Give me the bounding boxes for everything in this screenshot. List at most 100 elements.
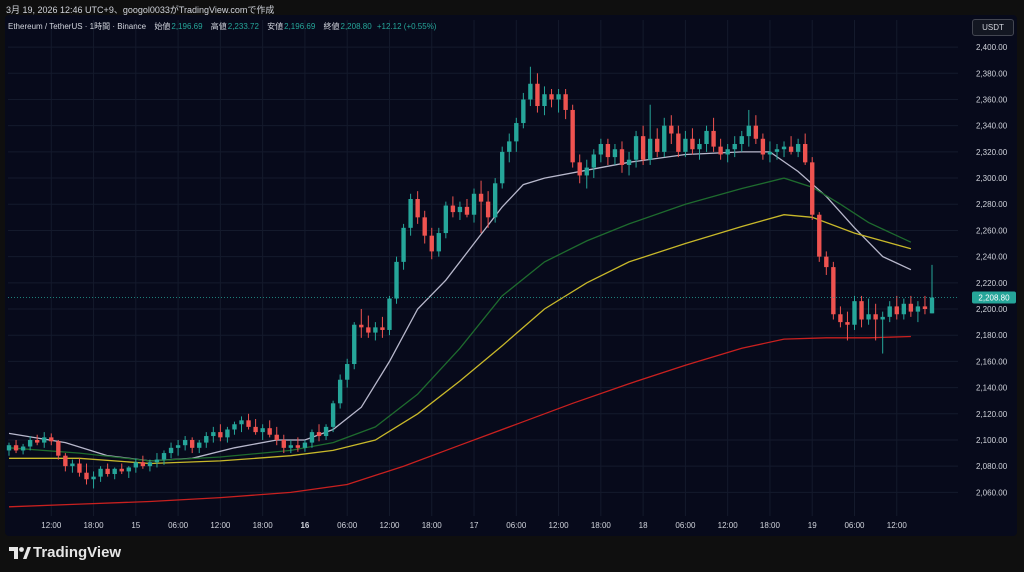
- candle: [352, 322, 356, 369]
- candle: [338, 374, 342, 408]
- candle: [578, 154, 582, 183]
- last-price-label: 2,208.80: [978, 293, 1010, 302]
- candle: [733, 136, 737, 157]
- candle-body: [91, 477, 95, 480]
- time-tick-label: 12:00: [718, 521, 739, 530]
- candle-body: [70, 464, 74, 467]
- candle-body: [28, 440, 32, 447]
- candle-body: [253, 427, 257, 432]
- candle: [796, 139, 800, 157]
- candle: [500, 147, 504, 189]
- candle: [838, 306, 842, 327]
- candle-body: [775, 149, 779, 152]
- candle-body: [197, 443, 201, 448]
- candle-body: [697, 144, 701, 149]
- candle-body: [493, 183, 497, 217]
- candle: [754, 115, 758, 144]
- candles: [7, 67, 934, 489]
- candle: [387, 296, 391, 335]
- candle: [789, 136, 793, 154]
- candle-body: [718, 147, 722, 155]
- candle: [423, 211, 427, 244]
- candle-body: [810, 162, 814, 214]
- candle-body: [486, 202, 490, 218]
- candle: [183, 436, 187, 450]
- price-tick-label: 2,400.00: [976, 43, 1008, 52]
- candle-body: [852, 301, 856, 325]
- candle-body: [599, 144, 603, 154]
- candle-body: [310, 432, 314, 442]
- candle: [690, 128, 694, 154]
- candle-body: [275, 435, 279, 440]
- candle: [197, 440, 201, 453]
- price-tick-label: 2,300.00: [976, 174, 1008, 183]
- candle-body: [190, 440, 194, 448]
- candle: [49, 433, 53, 445]
- candle-body: [507, 141, 511, 151]
- candle: [84, 464, 88, 485]
- time-tick-label: 12:00: [549, 521, 570, 530]
- price-tick-label: 2,360.00: [976, 95, 1008, 104]
- candle-body: [923, 306, 927, 309]
- candle: [28, 436, 32, 450]
- candle-body: [549, 94, 553, 99]
- chart-legend: Ethereum / TetherUS · 1時間 · Binance 始値 2,…: [8, 21, 436, 32]
- candle-body: [690, 139, 694, 149]
- time-tick-label: 12:00: [887, 521, 908, 530]
- candle-body: [888, 306, 892, 316]
- candle-body: [148, 462, 152, 466]
- candle-body: [634, 136, 638, 160]
- candle: [585, 160, 589, 189]
- candle: [42, 432, 46, 448]
- candle-body: [394, 262, 398, 299]
- candle: [817, 212, 821, 262]
- time-tick-label: 06:00: [168, 521, 189, 530]
- low-value: 2,196.69: [284, 22, 315, 31]
- grid-lines: [8, 20, 958, 516]
- candle-body: [930, 297, 934, 313]
- price-tick-label: 2,380.00: [976, 69, 1008, 78]
- time-tick-label: 18:00: [760, 521, 781, 530]
- candle: [493, 178, 497, 223]
- candle: [627, 152, 631, 176]
- time-tick-label: 17: [470, 521, 479, 530]
- candle-body: [183, 440, 187, 445]
- candle-body: [676, 134, 680, 152]
- candle: [444, 202, 448, 239]
- candle: [253, 419, 257, 435]
- candle: [155, 453, 159, 467]
- price-tick-label: 2,160.00: [976, 357, 1008, 366]
- candle-body: [859, 301, 863, 319]
- candle-body: [866, 314, 870, 319]
- price-tick-label: 2,080.00: [976, 462, 1008, 471]
- time-tick-label: 06:00: [337, 521, 358, 530]
- candle-body: [366, 327, 370, 332]
- candle-body: [289, 445, 293, 448]
- time-tick-label: 06:00: [675, 521, 696, 530]
- symbol-label: Ethereum / TetherUS · 1時間 · Binance: [8, 22, 146, 31]
- time-tick-label: 18: [639, 521, 648, 530]
- candle: [570, 105, 574, 168]
- price-tick-label: 2,340.00: [976, 122, 1008, 131]
- candle: [697, 139, 701, 160]
- tradingview-logo-icon: [9, 547, 31, 559]
- candle: [430, 228, 434, 259]
- currency-button[interactable]: USDT: [972, 19, 1014, 36]
- open-label: 始値: [154, 22, 170, 31]
- candle-body: [535, 84, 539, 106]
- candle: [648, 105, 652, 165]
- candle-body: [451, 206, 455, 213]
- candle-body: [408, 199, 412, 228]
- candle: [514, 118, 518, 152]
- candle: [7, 443, 11, 456]
- price-tick-label: 2,260.00: [976, 226, 1008, 235]
- candle-body: [479, 194, 483, 202]
- candle-body: [345, 364, 349, 380]
- candle-body: [204, 436, 208, 443]
- high-label: 高値: [211, 22, 227, 31]
- candle-body: [592, 154, 596, 167]
- candle: [747, 110, 751, 147]
- candle: [542, 86, 546, 115]
- tradingview-logo-text: TradingView: [33, 544, 121, 561]
